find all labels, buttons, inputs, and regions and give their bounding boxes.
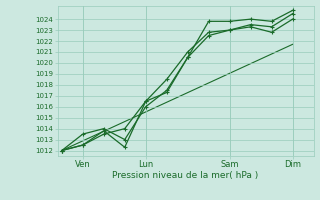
- X-axis label: Pression niveau de la mer( hPa ): Pression niveau de la mer( hPa ): [112, 171, 259, 180]
